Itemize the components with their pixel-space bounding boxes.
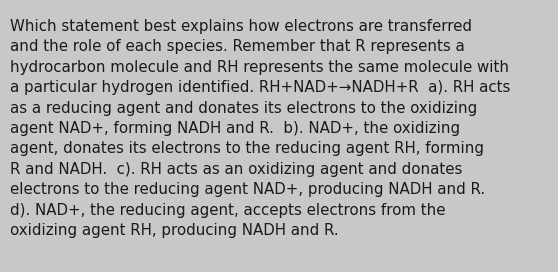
Text: Which statement best explains how electrons are transferred
and the role of each: Which statement best explains how electr… (10, 19, 511, 238)
